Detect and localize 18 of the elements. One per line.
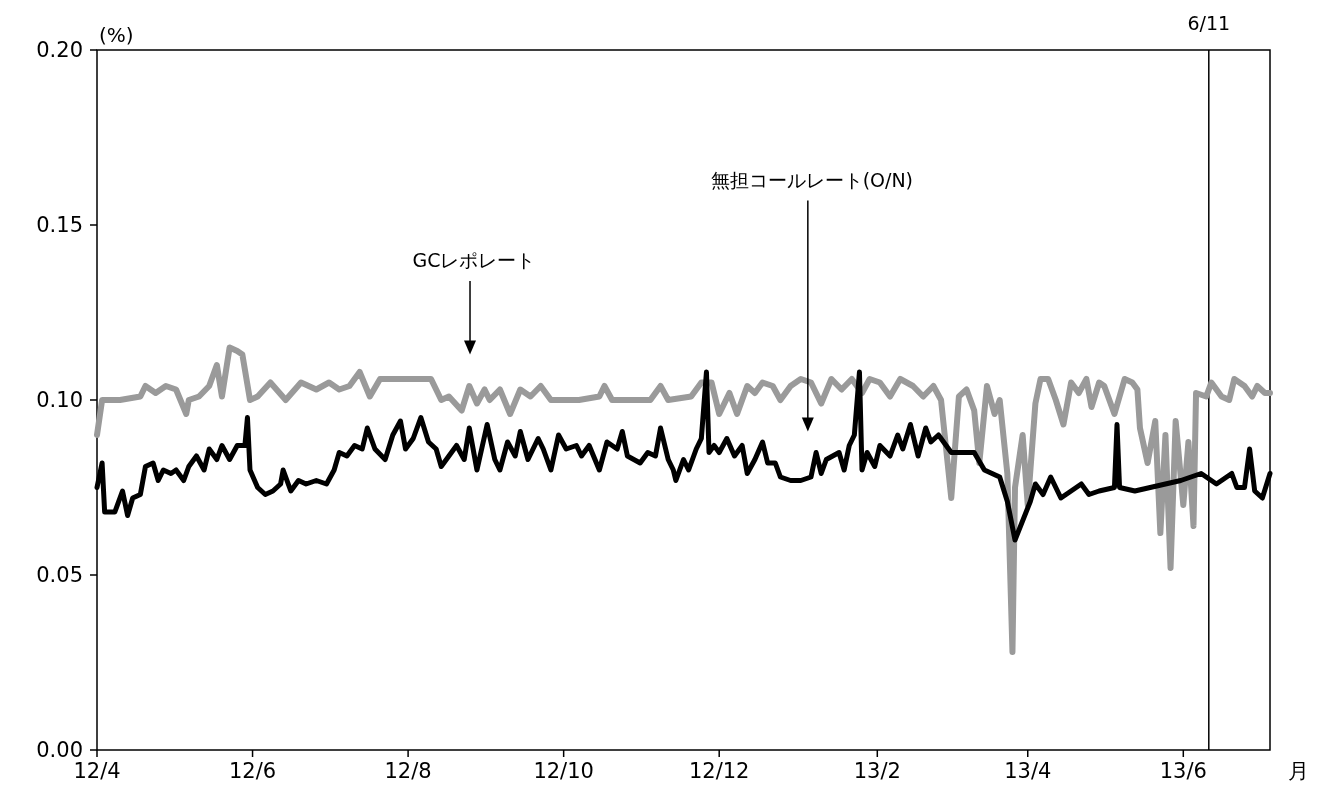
x-tick-label: 12/6 — [228, 759, 277, 783]
annotation: GCレポレート — [412, 249, 536, 271]
x-tick-label: 12/8 — [384, 759, 432, 783]
y-tick-label: 0.05 — [36, 563, 83, 587]
y-tick-label: 0.10 — [36, 388, 83, 412]
annotation: 無担コールレート(O/N) — [710, 168, 914, 191]
y-tick-label: 0.20 — [36, 38, 83, 62]
ref-line-label: 6/11 — [1187, 12, 1231, 34]
y-tick-label: 0.00 — [36, 738, 83, 762]
x-tick-label: 13/2 — [853, 759, 901, 783]
x-tick-label: 12/4 — [73, 759, 121, 783]
y-axis-title: (%) — [99, 23, 134, 47]
x-axis-title: 月 — [1287, 759, 1309, 783]
y-tick-label: 0.15 — [36, 213, 83, 237]
x-tick-label: 13/4 — [1004, 759, 1052, 783]
x-tick-label: 13/6 — [1159, 759, 1207, 783]
x-tick-label: 12/10 — [533, 759, 594, 783]
x-tick-label: 12/12 — [688, 759, 750, 783]
